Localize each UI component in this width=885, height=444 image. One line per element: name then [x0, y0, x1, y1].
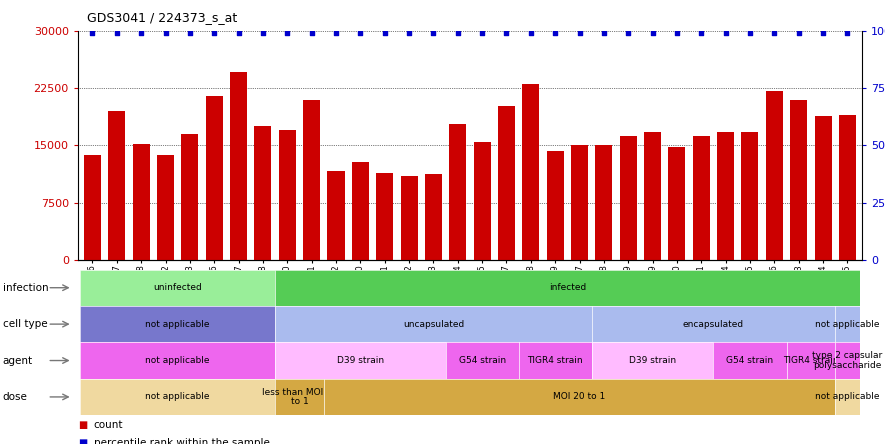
Text: ■: ■ — [78, 420, 87, 431]
Point — [840, 30, 854, 37]
Text: not applicable: not applicable — [815, 392, 880, 401]
Bar — [473, 143, 490, 260]
Point — [378, 30, 392, 37]
Bar — [279, 130, 296, 260]
Point — [135, 30, 149, 37]
Point — [427, 30, 441, 37]
Text: D39 strain: D39 strain — [629, 356, 676, 365]
Point — [158, 30, 173, 37]
Bar — [668, 147, 686, 260]
Bar — [644, 132, 661, 260]
Point — [475, 30, 489, 37]
Point — [329, 30, 343, 37]
Point — [767, 30, 781, 37]
Point — [743, 30, 757, 37]
Bar — [814, 116, 832, 260]
Point — [524, 30, 538, 37]
Bar — [376, 173, 393, 260]
Text: TIGR4 strain: TIGR4 strain — [783, 356, 839, 365]
Text: less than MOI 20
to 1: less than MOI 20 to 1 — [262, 388, 337, 406]
Bar — [522, 83, 539, 260]
Text: dose: dose — [3, 392, 27, 402]
Bar — [181, 134, 198, 260]
Text: not applicable: not applicable — [145, 392, 210, 401]
Bar — [401, 176, 418, 260]
Bar — [327, 170, 344, 260]
Bar — [450, 124, 466, 260]
Bar — [230, 72, 247, 260]
Bar — [790, 99, 807, 260]
Text: infected: infected — [549, 283, 586, 292]
Text: uncapsulated: uncapsulated — [403, 320, 464, 329]
Point — [450, 30, 465, 37]
Text: not applicable: not applicable — [145, 320, 210, 329]
Text: uninfected: uninfected — [153, 283, 202, 292]
Bar — [205, 96, 223, 260]
Bar — [766, 91, 783, 260]
Text: TIGR4 strain: TIGR4 strain — [527, 356, 583, 365]
Point — [256, 30, 270, 37]
Text: not applicable: not applicable — [145, 356, 210, 365]
Bar — [498, 106, 515, 260]
Point — [719, 30, 733, 37]
Bar — [839, 115, 856, 260]
Text: ■: ■ — [78, 438, 87, 444]
Point — [596, 30, 611, 37]
Point — [573, 30, 587, 37]
Point — [499, 30, 513, 37]
Point — [645, 30, 659, 37]
Text: not applicable: not applicable — [815, 320, 880, 329]
Point — [402, 30, 416, 37]
Point — [232, 30, 246, 37]
Text: D39 strain: D39 strain — [337, 356, 384, 365]
Bar — [108, 111, 126, 260]
Bar — [596, 145, 612, 260]
Text: agent: agent — [3, 356, 33, 365]
Point — [86, 30, 100, 37]
Point — [353, 30, 367, 37]
Bar — [742, 132, 758, 260]
Text: G54 strain: G54 strain — [458, 356, 505, 365]
Bar — [571, 145, 588, 260]
Bar — [304, 100, 320, 260]
Text: encapsulated: encapsulated — [683, 320, 744, 329]
Bar — [84, 155, 101, 260]
Bar — [425, 174, 442, 260]
Point — [207, 30, 221, 37]
Bar — [717, 132, 735, 260]
Bar — [693, 135, 710, 260]
Bar — [547, 151, 564, 260]
Point — [110, 30, 124, 37]
Bar — [133, 144, 150, 260]
Point — [694, 30, 708, 37]
Point — [670, 30, 684, 37]
Bar — [352, 162, 369, 260]
Bar — [254, 126, 272, 260]
Point — [548, 30, 562, 37]
Point — [621, 30, 635, 37]
Text: G54 strain: G54 strain — [727, 356, 773, 365]
Bar — [620, 136, 636, 260]
Point — [281, 30, 295, 37]
Point — [183, 30, 197, 37]
Text: cell type: cell type — [3, 319, 47, 329]
Point — [791, 30, 805, 37]
Point — [816, 30, 830, 37]
Point — [304, 30, 319, 37]
Bar — [157, 155, 174, 260]
Text: count: count — [94, 420, 123, 431]
Text: MOI 20 to 1: MOI 20 to 1 — [553, 392, 605, 401]
Text: infection: infection — [3, 283, 49, 293]
Text: type 2 capsular
polysaccharide: type 2 capsular polysaccharide — [812, 351, 882, 370]
Text: percentile rank within the sample: percentile rank within the sample — [94, 438, 270, 444]
Text: GDS3041 / 224373_s_at: GDS3041 / 224373_s_at — [87, 11, 237, 24]
